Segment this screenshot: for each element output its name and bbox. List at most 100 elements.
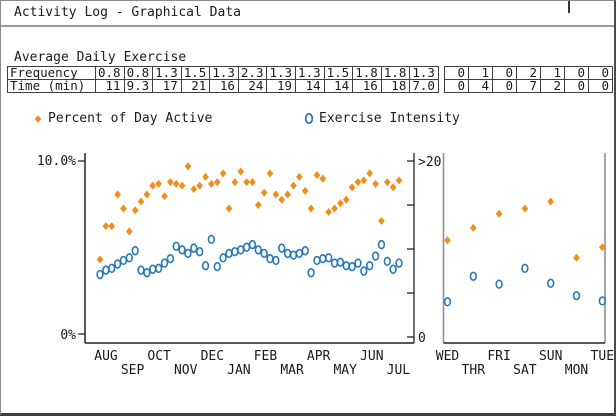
data-point-circle: [389, 264, 397, 274]
data-point-diamond: [290, 181, 297, 190]
data-point-circle: [521, 263, 529, 274]
data-point-diamond: [161, 192, 168, 201]
data-point-circle: [108, 263, 116, 274]
data-point-diamond: [495, 209, 503, 218]
month-tick-label: OCT: [147, 349, 171, 364]
value-cell: 19: [266, 79, 297, 93]
data-point-diamond: [348, 183, 356, 192]
data-point-diamond: [307, 204, 315, 213]
month-tick-label: DEC: [201, 349, 224, 364]
data-point-circle: [598, 296, 606, 306]
left-axis-min-label: 0%: [60, 328, 76, 343]
data-point-circle: [443, 297, 452, 307]
month-tick-label: APR: [307, 349, 331, 364]
monthly-table: Frequency 0.8 0.8 1.3 1.5 1.3 2.3 1.3 1.3 1.5 1.8 1…: [7, 66, 439, 93]
data-point-diamond: [319, 174, 327, 183]
data-point-diamond: [378, 216, 385, 225]
data-point-diamond: [143, 190, 151, 199]
day-tick-label: WED: [436, 349, 460, 364]
data-point-diamond: [337, 199, 344, 208]
data-point-diamond: [296, 172, 303, 181]
data-point-diamond: [172, 179, 180, 188]
circle-icon: [304, 113, 314, 124]
data-point-diamond: [272, 190, 280, 199]
data-point-diamond: [219, 169, 227, 178]
data-point-circle: [266, 253, 274, 264]
table-row: Time (min) 11 9.3 17 21 16 24 19 14 14 16 18 7.0: [7, 79, 439, 93]
value-cell: 0: [588, 79, 613, 93]
data-point-diamond: [213, 178, 221, 187]
month-tick-label: JAN: [227, 363, 250, 378]
data-point-circle: [360, 266, 368, 276]
day-tick-label: FRI: [487, 349, 510, 364]
data-point-circle: [377, 239, 386, 250]
data-point-diamond: [301, 186, 309, 195]
month-tick-label: NOV: [174, 363, 198, 378]
data-point-diamond: [249, 178, 256, 187]
data-point-circle: [225, 248, 233, 259]
month-tick-label: JUL: [387, 363, 411, 378]
data-point-circle: [495, 279, 503, 289]
data-point-diamond: [167, 178, 174, 187]
data-point-diamond: [331, 204, 338, 213]
data-point-diamond: [120, 204, 127, 213]
row-label-cell: Time (min): [7, 79, 96, 93]
row-label-cell: Frequency: [7, 66, 96, 80]
data-point-circle: [143, 268, 151, 278]
data-point-diamond: [389, 183, 397, 192]
data-point-diamond: [155, 179, 162, 188]
data-point-circle: [365, 261, 374, 271]
title-bar[interactable]: Activity Log - Graphical Data: [1, 1, 614, 27]
data-point-diamond: [137, 197, 145, 206]
right-axis-min-label: 0: [418, 331, 426, 346]
month-tick-label: FEB: [254, 349, 278, 364]
data-point-circle: [278, 243, 286, 253]
data-point-diamond: [190, 185, 198, 194]
data-point-diamond: [547, 197, 554, 206]
data-point-circle: [546, 278, 555, 289]
data-point-circle: [313, 255, 321, 266]
data-point-circle: [119, 255, 128, 266]
data-point-diamond: [254, 201, 262, 209]
data-point-circle: [154, 263, 163, 274]
data-point-circle: [354, 258, 362, 268]
data-point-diamond: [178, 181, 186, 190]
legend-label: Exercise Intensity: [319, 111, 460, 126]
data-point-diamond: [102, 222, 110, 231]
day-tick-label: TUE: [591, 349, 614, 364]
data-point-circle: [301, 246, 309, 256]
data-point-circle: [166, 253, 175, 264]
data-point-diamond: [114, 190, 121, 199]
data-point-diamond: [573, 253, 580, 262]
data-point-circle: [572, 290, 581, 301]
data-point-diamond: [444, 236, 451, 245]
data-point-diamond: [278, 195, 286, 204]
data-point-diamond: [342, 195, 350, 204]
value-cell: 1.8: [380, 66, 411, 80]
section-heading: Average Daily Exercise: [14, 50, 187, 65]
data-point-diamond: [202, 172, 209, 181]
data-point-circle: [330, 258, 339, 268]
day-tick-label: SAT: [513, 363, 537, 378]
value-cell: 2: [540, 79, 565, 93]
data-point-circle: [319, 253, 327, 264]
data-point-diamond: [366, 169, 373, 178]
value-cell: 18: [380, 79, 411, 93]
data-point-diamond: [131, 206, 139, 215]
data-point-diamond: [196, 181, 203, 190]
legend-item-exercise-intensity: Exercise Intensity: [303, 111, 460, 126]
window-title: Activity Log - Graphical Data: [14, 5, 241, 20]
data-point-circle: [96, 269, 104, 280]
data-point-circle: [190, 243, 198, 253]
data-point-circle: [231, 246, 239, 257]
data-point-diamond: [231, 178, 239, 187]
data-point-circle: [125, 253, 134, 263]
data-point-circle: [469, 271, 477, 281]
data-point-diamond: [284, 190, 291, 199]
value-cell: 16: [352, 79, 382, 93]
data-point-diamond: [521, 204, 529, 213]
data-point-circle: [289, 250, 298, 260]
